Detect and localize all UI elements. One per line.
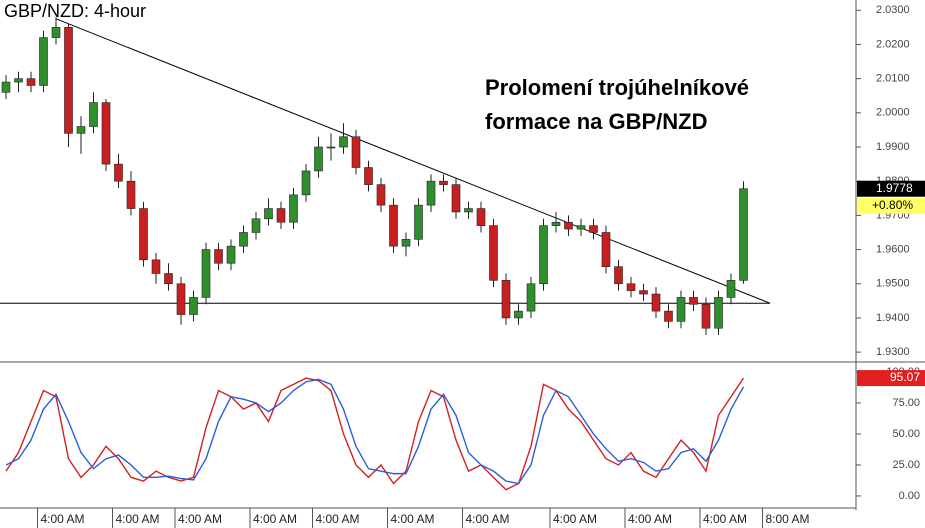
y-tick-label: 2.0100: [876, 73, 910, 85]
candle-body: [651, 293, 661, 312]
candle-body: [39, 37, 48, 86]
candle-body: [251, 218, 261, 233]
candle-body: [351, 136, 361, 168]
y-tick-label: 2.0000: [876, 107, 910, 119]
candle-body: [51, 27, 61, 38]
candle-body: [264, 208, 273, 220]
candle-body: [576, 225, 586, 230]
candle-body: [339, 136, 348, 148]
stoch-value-label: 95.07: [890, 370, 920, 384]
candle-body: [101, 102, 111, 165]
candle-body: [526, 283, 536, 312]
plot: 1.93001.94001.95001.96001.97001.98001.99…: [0, 4, 925, 528]
y-tick-label: 2.0300: [876, 4, 910, 16]
candle-body: [1, 81, 11, 93]
candle-body: [401, 239, 411, 247]
candle-body: [314, 146, 323, 172]
candle-body: [239, 232, 248, 247]
candle-body: [301, 170, 311, 196]
candle-body: [426, 180, 436, 206]
stoch-line: [5, 378, 745, 485]
candle-body: [176, 283, 186, 315]
change-label: +0.80%: [872, 198, 913, 212]
candle-body: [364, 167, 373, 185]
candle-body: [76, 126, 86, 134]
candle-body: [64, 27, 73, 134]
candle-body: [26, 78, 36, 86]
candle-body: [739, 188, 748, 281]
candle-body: [226, 245, 236, 264]
candle-body: [451, 184, 461, 213]
candle-body: [376, 184, 386, 206]
candle-body: [214, 249, 223, 264]
candle-body: [564, 221, 573, 230]
candle-body: [464, 208, 473, 213]
x-tick-label: 4:00 AM: [391, 512, 435, 526]
x-tick-label: 4:00 AM: [553, 512, 597, 526]
y-tick-label: 1.9400: [876, 312, 910, 324]
candle-body: [589, 225, 598, 233]
x-tick-label: 4:00 AM: [466, 512, 510, 526]
candle-body: [126, 180, 136, 209]
candle-body: [476, 208, 486, 226]
chart-title: GBP/NZD: 4-hour: [4, 1, 146, 21]
change-box: [857, 197, 925, 214]
x-tick-label: 4:00 AM: [116, 512, 160, 526]
candle-body: [276, 208, 286, 223]
candle-body: [676, 297, 686, 322]
last-price-box: [857, 180, 925, 197]
candle-body: [14, 78, 23, 83]
annotation: Prolomení trojúhelníkové: [485, 75, 749, 100]
y-tick-label: 1.9900: [876, 141, 910, 153]
candle-body: [701, 303, 711, 329]
x-tick-label: 4:00 AM: [178, 512, 222, 526]
candle-body: [689, 297, 698, 305]
annotation: formace na GBP/NZD: [485, 109, 708, 134]
candle-body: [601, 232, 611, 267]
candle-body: [164, 273, 173, 285]
candle-body: [189, 297, 198, 315]
y2-tick-label: 25.00: [892, 459, 920, 471]
candle-body: [139, 208, 148, 261]
y-tick-label: 1.9600: [876, 243, 910, 255]
x-tick-label: 8:00 AM: [766, 512, 810, 526]
x-tick-label: 4:00 AM: [253, 512, 297, 526]
x-tick-label: 4:00 AM: [703, 512, 747, 526]
stoch-value-box: [857, 370, 925, 387]
candle-body: [389, 204, 398, 247]
x-tick-label: 4:00 AM: [316, 512, 360, 526]
y-tick-label: 1.9300: [876, 346, 910, 358]
candle-body: [639, 290, 648, 295]
candle-body: [514, 310, 523, 319]
candle-body: [501, 280, 511, 319]
y2-tick-label: 0.00: [899, 490, 920, 502]
last-price-label: 1.9778: [876, 181, 913, 195]
candle-body: [289, 194, 298, 223]
candle-body: [151, 259, 161, 274]
candle-body: [714, 297, 723, 329]
candle-body: [489, 225, 498, 281]
candle-body: [326, 146, 336, 149]
candle-body: [551, 221, 561, 226]
candle-body: [201, 249, 211, 298]
candle-body: [89, 102, 98, 127]
candle-body: [626, 283, 636, 291]
stoch-line: [5, 377, 745, 491]
candle-body: [439, 180, 448, 185]
y2-tick-label: 75.00: [892, 397, 920, 409]
y-tick-label: 1.9500: [876, 278, 910, 290]
candle-body: [414, 204, 423, 240]
candle-body: [539, 225, 548, 285]
y-tick-label: 2.0200: [876, 38, 910, 50]
candle-body: [114, 163, 123, 182]
x-tick-label: 4:00 AM: [628, 512, 672, 526]
y2-tick-label: 50.00: [892, 428, 920, 440]
x-tick-label: 4:00 AM: [41, 512, 85, 526]
candle-body: [664, 310, 673, 322]
trendline: [55, 18, 771, 304]
candle-body: [614, 266, 623, 285]
candle-body: [726, 280, 736, 298]
